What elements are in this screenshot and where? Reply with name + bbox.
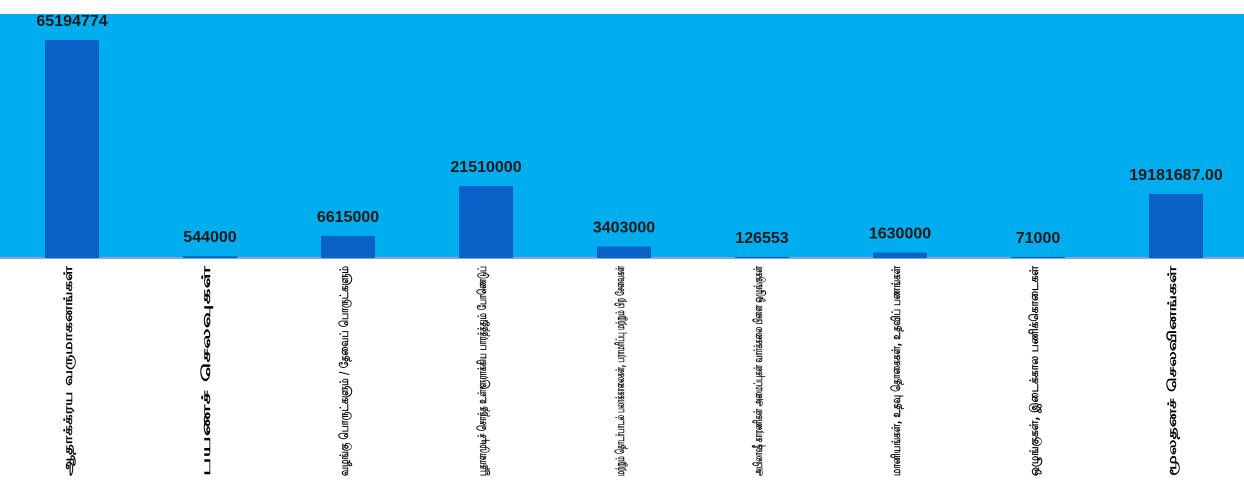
category-label-4: பூதாளமுடிச் சொந்த உள்ளூராக்கிய பாரத்த்து…	[475, 266, 490, 476]
data-label-4: 21510000	[450, 159, 521, 176]
bar-6	[735, 257, 789, 258]
bar-2	[183, 256, 237, 258]
bar-5	[597, 246, 651, 258]
category-label-1: ஆதாக்க்ரய வருமாகனங்கள்	[61, 266, 76, 476]
bar-4	[459, 186, 513, 258]
bar-3	[321, 235, 375, 258]
bar-1	[45, 40, 99, 258]
bar-7	[873, 252, 927, 258]
category-label-7: மானியங்கள், உதவு தொகைகள், உதவிப் பணங்கள்	[889, 266, 904, 476]
category-label-5: மற்றும் தொடர்பாடல் பலாக்காலைகள், பராமரிப…	[613, 266, 628, 476]
data-label-2: 544000	[183, 229, 236, 246]
data-label-7: 1630000	[869, 226, 931, 243]
category-label-6: அபிலாஷீ காரணிகள் அமைப்புகள் வார்க்கலை பி…	[751, 266, 766, 476]
category-label-8: ஒழுங்குகள், இடைக்கால பணிக்கொடைகள்	[1027, 266, 1042, 476]
data-label-6: 126553	[735, 230, 788, 247]
bar-8	[1011, 257, 1065, 258]
plot-area	[0, 14, 1244, 257]
category-label-2: பயணச் செலவுகள்	[199, 266, 213, 476]
data-label-1: 65194774	[36, 13, 107, 30]
category-label-3: வழங்கு பொருட்களும் / தேவைப் பொருட்களும்	[337, 266, 352, 476]
category-label-9: மூலதனச் செலவினங்கள்	[1165, 266, 1180, 476]
bar-9	[1149, 193, 1203, 258]
data-label-3: 6615000	[317, 209, 379, 226]
data-label-5: 3403000	[593, 220, 655, 237]
data-label-8: 71000	[1016, 230, 1061, 247]
data-label-9: 19181687.00	[1129, 167, 1223, 184]
